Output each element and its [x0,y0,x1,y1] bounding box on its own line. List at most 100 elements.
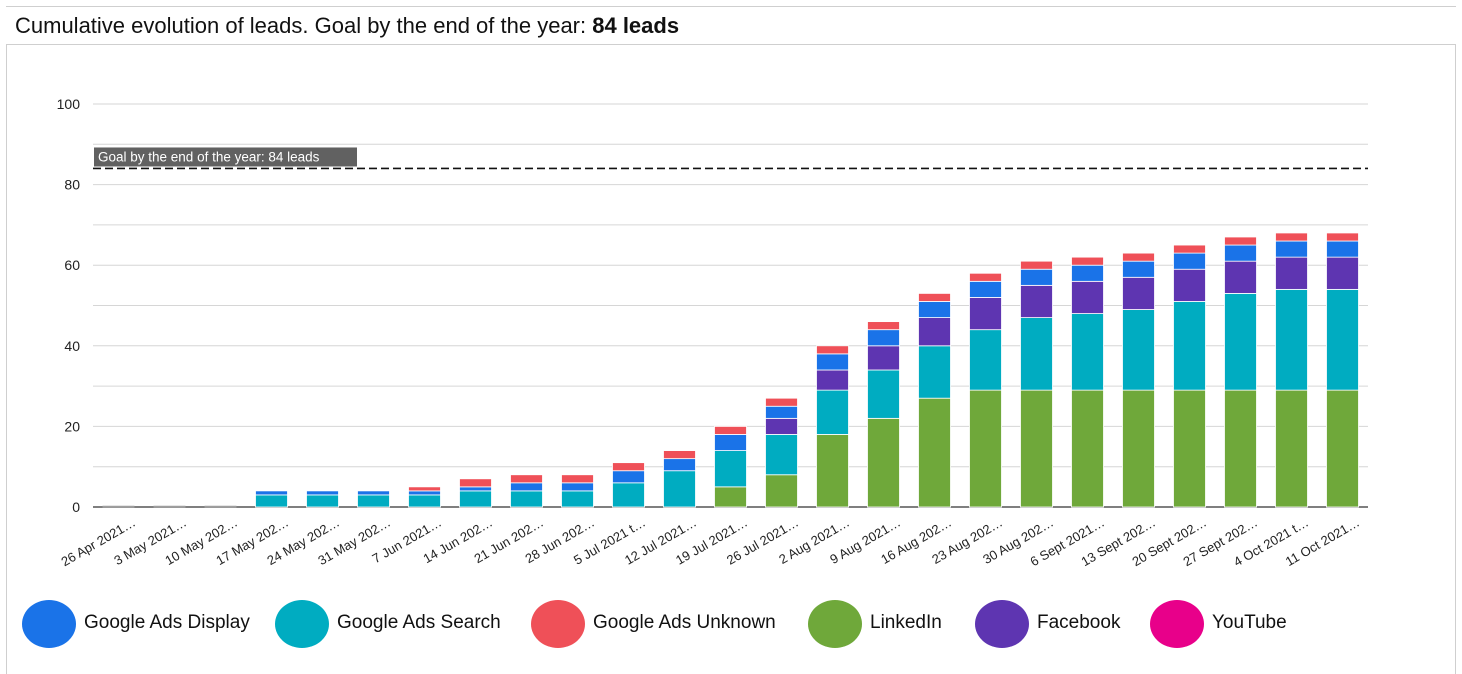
bar-segment [1071,313,1104,391]
bar-segment [1173,244,1206,254]
bar-segment [663,458,696,472]
bar-segment [969,280,1002,298]
bar-segment [1224,236,1257,246]
bar-segment [1224,260,1257,294]
bar-segment [918,345,951,399]
bar-segment [1224,244,1257,262]
bar-segment [1071,256,1104,266]
bar-segment [867,369,900,419]
legend-label: Google Ads Display [84,612,250,633]
bar-segment [459,478,492,488]
bar-segment [1020,317,1053,391]
legend-swatch [531,600,585,648]
page-title-text: Cumulative evolution of leads. Goal by t… [15,13,593,38]
legend-swatch [808,600,862,648]
y-tick-label: 100 [57,96,81,112]
bar-segment [1275,256,1308,290]
bar-segment [1122,252,1155,262]
bar-segment [510,490,543,508]
bar-segment [918,317,951,347]
bar-segment [510,482,543,492]
bar-segment [816,434,849,508]
bar-segment [1071,280,1104,314]
bar-segment [867,345,900,371]
y-tick-label: 20 [64,418,80,434]
bar-segment [612,482,645,508]
bar-segment [969,329,1002,391]
bar-segment [1224,293,1257,391]
bar-segment [1122,260,1155,278]
bar-segment [1020,260,1053,270]
bar-segment [969,272,1002,282]
bar-segment [561,482,594,492]
bar-segment [1071,389,1104,508]
bar-segment [765,474,798,508]
legend-label: YouTube [1212,612,1287,633]
bar-segment [561,490,594,508]
bar-segment [1020,389,1053,508]
bar-segment [765,397,798,407]
bar-segment [459,486,492,492]
legend-label: Google Ads Unknown [593,612,776,633]
bar-segment [1173,389,1206,508]
bar-segment [612,470,645,484]
chart-panel [6,45,1456,674]
bar-segment [306,490,339,496]
bar-segment [765,434,798,476]
bar-segment [1275,288,1308,391]
bar-segment [969,297,1002,331]
bar-segment [867,329,900,347]
bar-segment [1326,256,1359,290]
bar-segment [867,321,900,331]
bar-segment [1020,268,1053,286]
legend-swatch [22,600,76,648]
bar-segment [918,293,951,302]
bar-segment [1275,240,1308,258]
bar-segment [714,425,747,435]
bar-segment [408,486,441,492]
bar-segment [714,434,747,451]
legend-swatch [1150,600,1204,648]
legend-swatch [275,600,329,648]
bar-segment [816,369,849,391]
legend-swatch [975,600,1029,648]
bar-segment [408,490,441,496]
bar-segment [1326,232,1359,242]
bar-segment [867,417,900,508]
bar-segment [714,486,747,508]
goal-label: Goal by the end of the year: 84 leads [98,149,320,164]
goal-label-background [94,147,357,167]
bar-segment [918,301,951,318]
bar-segment [1326,288,1359,391]
bar-segment [357,494,390,508]
bar-segment [510,474,543,484]
bar-segment [1224,389,1257,508]
bar-segment [918,397,951,508]
bar-segment [1173,252,1206,270]
legend-label: Facebook [1037,612,1121,633]
bar-segment [1275,389,1308,508]
bar-segment [357,490,390,496]
bar-segment [663,450,696,460]
bar-segment [816,345,849,355]
bar-segment [612,462,645,472]
bar-segment [1122,389,1155,508]
bar-segment [459,490,492,508]
bar-segment [765,405,798,419]
bar-segment [1122,309,1155,391]
legend-label: LinkedIn [870,612,942,633]
bar-segment [1326,240,1359,258]
page-title-goal: 84 leads [592,13,680,38]
bar-segment [1326,389,1359,508]
y-tick-label: 0 [72,499,80,515]
y-tick-label: 60 [64,257,80,273]
bar-segment [1020,284,1053,318]
y-tick-label: 40 [64,338,80,354]
bar-segment [765,417,798,435]
y-tick-label: 80 [64,177,80,193]
bar-segment [663,470,696,508]
bar-segment [1071,264,1104,282]
legend-label: Google Ads Search [337,612,501,633]
bar-segment [969,389,1002,508]
